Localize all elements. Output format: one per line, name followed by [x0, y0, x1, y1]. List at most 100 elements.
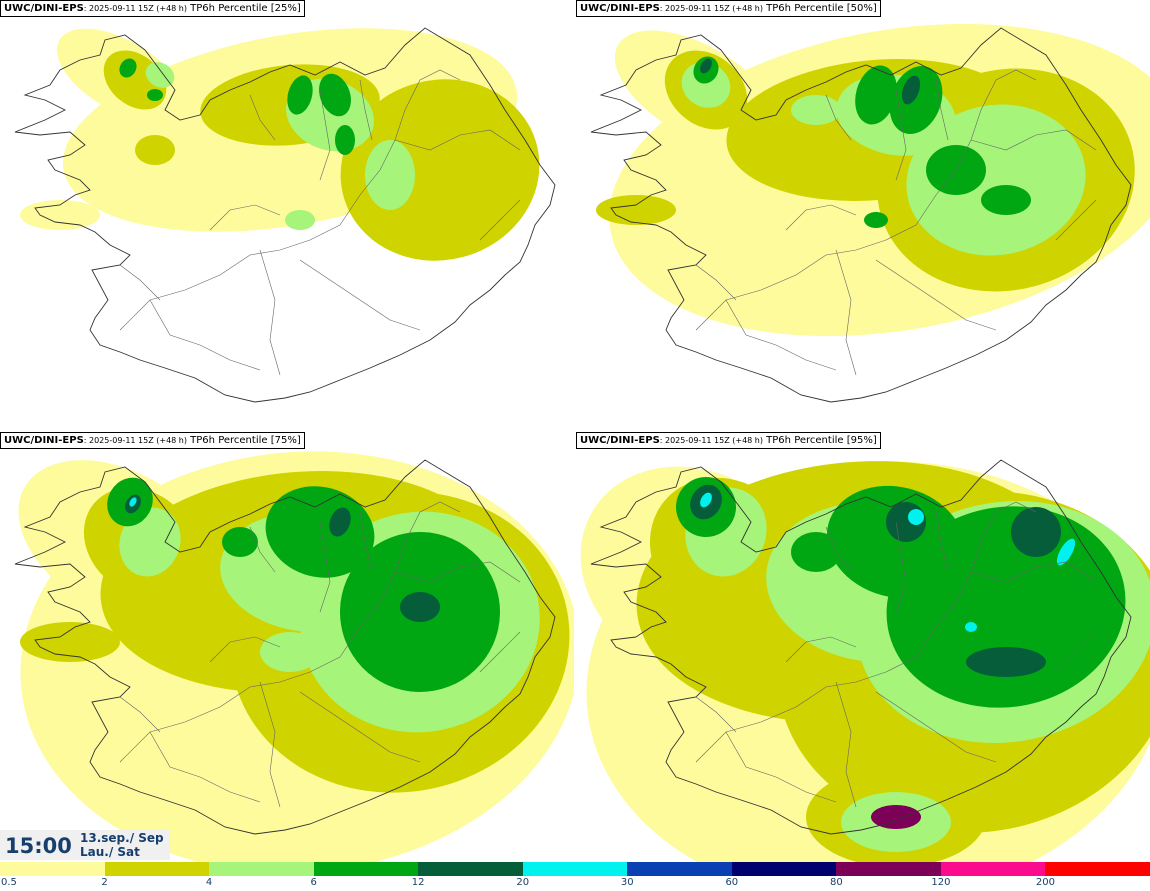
- colorbar-segment-20: [522, 862, 628, 876]
- road-line: [404, 69, 461, 111]
- road-line: [339, 541, 406, 658]
- road-line: [835, 249, 857, 376]
- road-line: [359, 511, 373, 573]
- colorbar-tick-label: 20: [516, 877, 530, 888]
- road-line: [695, 224, 917, 331]
- road-line: [149, 299, 261, 371]
- road-line: [209, 204, 281, 231]
- colorbar-segment-30: [627, 862, 732, 876]
- precip-layer-80: [871, 805, 921, 829]
- road-line: [970, 561, 1097, 583]
- field-name: TP6h Percentile [25%]: [190, 3, 301, 14]
- model-name: UWC/DINI-EPS: [4, 3, 84, 14]
- colorbar-segment-60: [731, 862, 837, 876]
- precipitation-map: [14, 27, 556, 403]
- field-name: TP6h Percentile [95%]: [766, 435, 877, 446]
- colorbar-segment-0.5: [0, 862, 105, 876]
- road-line: [895, 89, 907, 181]
- road-line: [319, 521, 331, 613]
- road-line: [825, 526, 852, 573]
- road-line: [394, 561, 521, 583]
- model-name: UWC/DINI-EPS: [580, 3, 660, 14]
- precip-layer-12: [700, 58, 921, 105]
- colorbar-tick-label: 2: [101, 877, 108, 888]
- road-line: [695, 696, 737, 733]
- road-line: [259, 681, 281, 808]
- road-line: [119, 696, 161, 733]
- road-line: [875, 691, 997, 763]
- field-name: TP6h Percentile [75%]: [190, 435, 301, 446]
- precipitation-colorbar: [0, 862, 1150, 876]
- model-name: UWC/DINI-EPS: [580, 435, 660, 446]
- road-line: [479, 199, 521, 241]
- road-line: [980, 501, 1037, 543]
- run-info: : 2025-09-11 15Z (+48 h): [83, 4, 187, 13]
- road-line: [359, 79, 373, 141]
- colorbar-tick-label: 30: [620, 877, 634, 888]
- colorbar-labels: 0.5 2 4 6 12 20 30 60 80 120 200: [0, 877, 1150, 891]
- colorbar-segment-6: [313, 862, 419, 876]
- colorbar-tick-label: 80: [829, 877, 843, 888]
- precipitation-map: [580, 459, 1150, 862]
- road-line: [875, 259, 997, 331]
- road-line: [149, 731, 261, 803]
- road-line: [785, 636, 857, 663]
- road-line: [785, 204, 857, 231]
- road-line: [725, 731, 837, 803]
- precip-layer-12: [125, 494, 440, 622]
- panel-title: UWC/DINI-EPS: 2025-09-11 15Z (+48 h) TP6…: [0, 0, 305, 17]
- panel-title: UWC/DINI-EPS: 2025-09-11 15Z (+48 h) TP6…: [0, 432, 305, 449]
- road-line: [935, 79, 949, 141]
- precip-layer-20: [700, 492, 1076, 632]
- road-line: [249, 94, 276, 141]
- road-line: [339, 109, 406, 226]
- road-line: [825, 94, 852, 141]
- colorbar-segment-200: [1045, 862, 1150, 876]
- road-line: [394, 129, 521, 151]
- road-line: [1055, 199, 1097, 241]
- valid-time: 15:00: [5, 834, 72, 858]
- iceland-coastline: [590, 27, 1132, 403]
- precipitation-map: [590, 23, 1150, 403]
- run-info: : 2025-09-11 15Z (+48 h): [659, 436, 763, 445]
- colorbar-segment-4: [209, 862, 314, 876]
- valid-date: 13.sep./ Sep: [80, 831, 164, 845]
- map-panel-1: UWC/DINI-EPS: 2025-09-11 15Z (+48 h) TP6…: [0, 0, 574, 430]
- road-line: [119, 656, 341, 763]
- colorbar-tick-label: 120: [931, 877, 951, 888]
- colorbar-tick-label: 0.5: [1, 877, 17, 888]
- colorbar-segment-2: [104, 862, 210, 876]
- precip-layer-6: [119, 58, 355, 155]
- colorbar-tick-label: 200: [1035, 877, 1055, 888]
- iceland-coastline: [14, 27, 556, 403]
- precip-layer-6: [676, 477, 1126, 708]
- road-line: [209, 636, 281, 663]
- road-line: [319, 89, 331, 181]
- road-line: [895, 521, 907, 613]
- road-line: [970, 129, 1097, 151]
- run-info: : 2025-09-11 15Z (+48 h): [659, 4, 763, 13]
- road-line: [249, 526, 276, 573]
- colorbar-tick-label: 12: [411, 877, 425, 888]
- colorbar-tick-label: 60: [725, 877, 739, 888]
- colorbar-tick-label: 6: [310, 877, 317, 888]
- road-line: [695, 656, 917, 763]
- precipitation-map: [14, 451, 574, 862]
- colorbar-tick-label: 4: [205, 877, 213, 888]
- iceland-coastline: [14, 459, 556, 835]
- road-line: [980, 69, 1037, 111]
- road-line: [1055, 631, 1097, 673]
- valid-day: Lau./ Sat: [80, 845, 140, 859]
- map-panel-3: UWC/DINI-EPS: 2025-09-11 15Z (+48 h) TP6…: [0, 432, 574, 862]
- road-line: [119, 264, 161, 301]
- colorbar-segment-120: [940, 862, 1046, 876]
- road-line: [725, 299, 837, 371]
- colorbar-segment-80: [836, 862, 941, 876]
- road-line: [119, 224, 341, 331]
- road-line: [915, 541, 982, 658]
- panel-title: UWC/DINI-EPS: 2025-09-11 15Z (+48 h) TP6…: [576, 432, 881, 449]
- road-line: [259, 249, 281, 376]
- precip-layer-20: [129, 497, 137, 507]
- colorbar-segment-12: [418, 862, 523, 876]
- road-line: [835, 681, 857, 808]
